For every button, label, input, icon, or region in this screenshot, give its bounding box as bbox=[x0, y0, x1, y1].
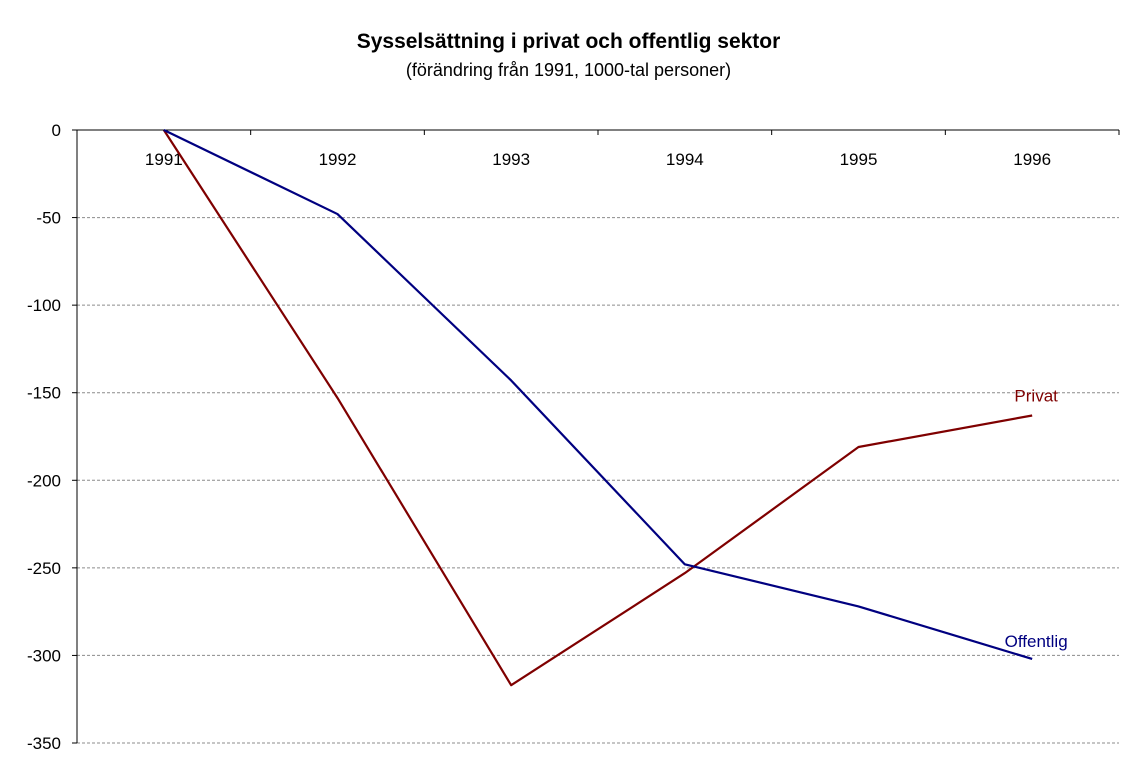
y-tick-label: 0 bbox=[52, 121, 61, 140]
series-line-privat bbox=[162, 129, 1033, 687]
chart-title: Sysselsättning i privat och offentlig se… bbox=[356, 30, 781, 53]
x-tick-label: 1992 bbox=[319, 150, 357, 169]
x-tick-label: 1991 bbox=[145, 150, 183, 169]
y-tick-label: -100 bbox=[27, 296, 61, 315]
x-tick-label: 1996 bbox=[1013, 150, 1051, 169]
x-tick-label: 1995 bbox=[840, 150, 878, 169]
y-tick-label: -50 bbox=[36, 209, 61, 228]
series-label-offentlig: Offentlig bbox=[1005, 632, 1068, 651]
y-tick-label: -300 bbox=[27, 646, 61, 665]
series-label-privat: Privat bbox=[1014, 386, 1058, 405]
y-tick-label: -350 bbox=[27, 734, 61, 753]
chart-subtitle: (förändring från 1991, 1000-tal personer… bbox=[405, 60, 732, 80]
x-tick-label: 1993 bbox=[492, 150, 530, 169]
y-tick-label: -250 bbox=[27, 559, 61, 578]
x-tick-label: 1994 bbox=[666, 150, 704, 169]
series-line-offentlig bbox=[163, 129, 1033, 660]
y-tick-label: -150 bbox=[27, 384, 61, 403]
y-tick-label: -200 bbox=[27, 471, 61, 490]
